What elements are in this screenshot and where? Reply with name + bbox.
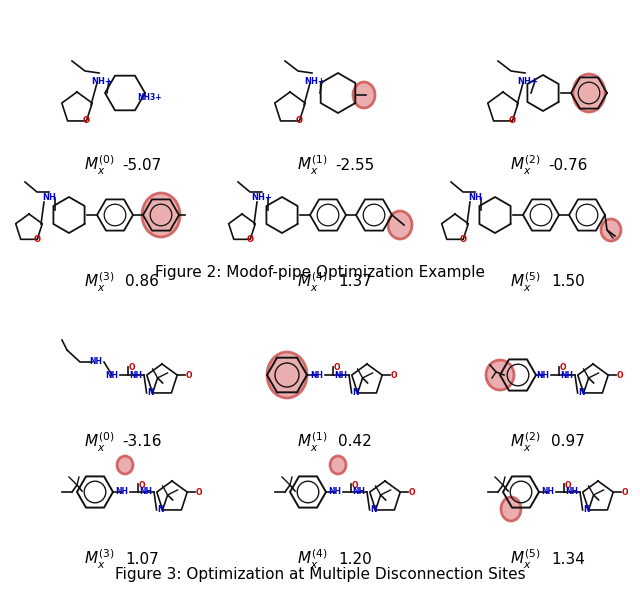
Ellipse shape <box>573 74 605 112</box>
Text: -3.16: -3.16 <box>122 435 162 449</box>
Text: $M_x^{(3)}$: $M_x^{(3)}$ <box>84 547 115 570</box>
Text: O: O <box>352 480 358 489</box>
Text: 0.86: 0.86 <box>125 275 159 289</box>
Text: NH: NH <box>566 487 579 496</box>
Text: N: N <box>353 388 359 397</box>
Text: 1.50: 1.50 <box>551 275 585 289</box>
Ellipse shape <box>388 211 412 239</box>
Text: $M_x^{(5)}$: $M_x^{(5)}$ <box>509 547 540 570</box>
Text: NH: NH <box>310 371 323 380</box>
Text: $M_x^{(5)}$: $M_x^{(5)}$ <box>509 270 540 294</box>
Ellipse shape <box>117 456 133 474</box>
Text: $M_x^{(0)}$: $M_x^{(0)}$ <box>84 154 115 177</box>
Text: 1.37: 1.37 <box>338 275 372 289</box>
Text: NH+: NH+ <box>252 193 273 202</box>
Text: $M_x^{(4)}$: $M_x^{(4)}$ <box>297 270 327 294</box>
Text: O: O <box>509 116 516 126</box>
Text: NH: NH <box>106 371 118 380</box>
Text: O: O <box>560 364 566 372</box>
Text: -5.07: -5.07 <box>122 158 162 173</box>
Text: NH: NH <box>335 371 348 380</box>
Text: NH+: NH+ <box>518 76 538 85</box>
Text: O: O <box>460 235 467 244</box>
Text: O: O <box>617 371 623 380</box>
Text: O: O <box>333 364 340 372</box>
Ellipse shape <box>330 456 346 474</box>
Text: NH: NH <box>129 371 143 380</box>
Ellipse shape <box>267 352 307 398</box>
Text: 0.97: 0.97 <box>551 435 585 449</box>
Text: NH+: NH+ <box>92 76 113 85</box>
Text: O: O <box>391 371 397 380</box>
Text: NH: NH <box>541 487 554 496</box>
Text: O: O <box>622 487 628 496</box>
Text: Figure 3: Optimization at Multiple Disconnection Sites: Figure 3: Optimization at Multiple Disco… <box>115 568 525 582</box>
Text: NH: NH <box>90 358 102 366</box>
Ellipse shape <box>601 219 621 241</box>
Text: N: N <box>579 388 585 397</box>
Text: O: O <box>83 116 90 126</box>
Text: O: O <box>564 480 572 489</box>
Text: N: N <box>583 505 590 515</box>
Ellipse shape <box>142 193 180 237</box>
Text: O: O <box>129 364 135 372</box>
Text: N: N <box>371 505 377 515</box>
Text: NH: NH <box>561 371 573 380</box>
Ellipse shape <box>501 497 521 521</box>
Text: N: N <box>147 388 154 397</box>
Text: $M_x^{(1)}$: $M_x^{(1)}$ <box>297 154 327 177</box>
Text: 0.42: 0.42 <box>338 435 372 449</box>
Text: $M_x^{(3)}$: $M_x^{(3)}$ <box>84 270 115 294</box>
Text: NH: NH <box>42 193 56 202</box>
Text: O: O <box>186 371 193 380</box>
Text: O: O <box>139 480 145 489</box>
Text: NH: NH <box>140 487 152 496</box>
Text: O: O <box>247 235 253 244</box>
Text: NH: NH <box>328 487 342 496</box>
Text: -0.76: -0.76 <box>548 158 588 173</box>
Text: O: O <box>296 116 303 126</box>
Text: O: O <box>196 487 202 496</box>
Text: $M_x^{(2)}$: $M_x^{(2)}$ <box>509 431 540 454</box>
Ellipse shape <box>353 82 375 108</box>
Text: $M_x^{(2)}$: $M_x^{(2)}$ <box>509 154 540 177</box>
Text: NH3+: NH3+ <box>137 94 161 103</box>
Ellipse shape <box>486 360 514 390</box>
Text: $M_x^{(4)}$: $M_x^{(4)}$ <box>297 547 327 570</box>
Text: O: O <box>34 235 41 244</box>
Text: -2.55: -2.55 <box>335 158 374 173</box>
Text: N: N <box>157 505 164 515</box>
Text: NH: NH <box>115 487 129 496</box>
Text: 1.34: 1.34 <box>551 551 585 566</box>
Text: NH: NH <box>536 371 550 380</box>
Text: NH: NH <box>468 193 482 202</box>
Text: $M_x^{(1)}$: $M_x^{(1)}$ <box>297 431 327 454</box>
Text: $M_x^{(0)}$: $M_x^{(0)}$ <box>84 431 115 454</box>
Text: 1.07: 1.07 <box>125 551 159 566</box>
Text: NH+: NH+ <box>305 76 325 85</box>
Text: 1.20: 1.20 <box>338 551 372 566</box>
Text: O: O <box>409 487 415 496</box>
Text: Figure 2: Modof-pipe Optimization Example: Figure 2: Modof-pipe Optimization Exampl… <box>155 264 485 279</box>
Text: NH: NH <box>353 487 365 496</box>
